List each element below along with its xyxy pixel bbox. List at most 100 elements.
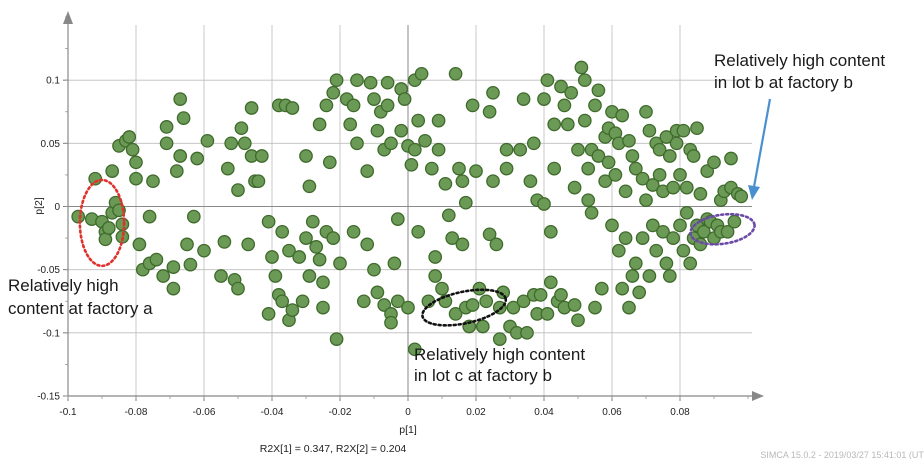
data-point xyxy=(220,161,235,176)
data-point xyxy=(645,178,660,192)
x-tick-label: -0.08 xyxy=(125,407,148,418)
data-point xyxy=(659,130,674,144)
data-point xyxy=(333,256,347,271)
data-point xyxy=(254,149,269,163)
data-point xyxy=(635,231,650,245)
data-point xyxy=(584,205,599,220)
data-point xyxy=(469,164,483,178)
ring-factory-a xyxy=(78,178,126,268)
data-point xyxy=(360,164,375,178)
data-point xyxy=(411,224,426,239)
data-point xyxy=(676,123,691,138)
data-point xyxy=(390,294,405,309)
data-point xyxy=(625,269,640,283)
data-point xyxy=(214,269,228,283)
data-point xyxy=(523,174,538,189)
data-point xyxy=(115,217,130,232)
data-point xyxy=(520,325,534,340)
data-point xyxy=(367,262,381,277)
x-tick-label: -0.1 xyxy=(59,407,77,418)
data-point xyxy=(499,161,514,176)
data-point xyxy=(683,256,698,271)
data-point xyxy=(390,212,405,226)
data-point xyxy=(554,288,568,302)
data-point xyxy=(659,256,674,271)
data-point xyxy=(234,121,249,136)
data-point xyxy=(581,193,596,208)
data-point xyxy=(261,307,276,321)
data-point xyxy=(299,231,313,245)
data-point xyxy=(237,136,252,151)
data-point xyxy=(543,275,558,290)
data-point xyxy=(574,60,589,75)
data-point xyxy=(384,315,398,330)
data-point xyxy=(615,281,630,296)
x-tick-label: 0.08 xyxy=(670,407,690,418)
data-point xyxy=(458,195,473,210)
data-point xyxy=(666,231,681,245)
data-point xyxy=(302,269,317,283)
highlight-rings xyxy=(78,178,756,327)
data-point xyxy=(404,157,419,172)
data-point xyxy=(380,75,395,90)
data-point xyxy=(302,179,317,194)
data-point xyxy=(506,300,521,315)
data-point xyxy=(367,92,381,106)
data-point xyxy=(622,133,636,148)
data-point xyxy=(577,113,592,128)
ring-lot-b xyxy=(689,212,756,246)
data-point xyxy=(557,98,572,113)
data-point xyxy=(149,252,164,267)
data-point xyxy=(734,189,749,204)
data-point xyxy=(567,180,582,195)
data-point xyxy=(669,136,684,151)
data-point xyxy=(581,161,596,176)
data-point xyxy=(200,133,215,148)
data-point xyxy=(309,240,324,254)
annotation-lot-b-line-2: in lot b at factory b xyxy=(714,73,853,92)
data-point xyxy=(428,269,443,283)
data-point xyxy=(455,174,470,189)
data-point xyxy=(465,98,480,113)
data-point xyxy=(231,281,245,296)
data-point xyxy=(350,136,364,151)
data-point xyxy=(285,101,300,115)
data-point xyxy=(482,104,497,119)
data-point xyxy=(455,237,470,252)
data-point xyxy=(418,133,432,148)
data-point xyxy=(696,224,711,239)
data-point xyxy=(384,136,398,151)
data-point xyxy=(560,117,575,132)
data-point xyxy=(322,155,337,170)
x-tick-label: 0 xyxy=(405,407,411,418)
data-point xyxy=(394,123,409,138)
data-point xyxy=(407,342,422,357)
data-point xyxy=(547,161,562,176)
data-point xyxy=(625,149,640,163)
x-axis-arrowhead xyxy=(752,391,764,401)
data-point xyxy=(543,224,558,239)
x-tick-label: 0.04 xyxy=(534,407,554,418)
data-point xyxy=(125,142,140,157)
data-point xyxy=(537,92,551,106)
software-stamp: SIMCA 15.0.2 - 2019/03/27 15:41:01 (UTC+… xyxy=(760,450,924,459)
data-point xyxy=(190,151,205,166)
data-point xyxy=(615,108,630,123)
data-point xyxy=(122,130,137,144)
data-point xyxy=(652,168,667,182)
data-point xyxy=(241,237,256,252)
data-point xyxy=(540,73,555,88)
data-point xyxy=(295,294,310,309)
data-point xyxy=(166,281,181,296)
data-point xyxy=(105,164,120,178)
data-point xyxy=(639,104,653,119)
data-point xyxy=(285,303,300,317)
data-point xyxy=(251,174,266,189)
data-point xyxy=(690,121,704,136)
data-point xyxy=(618,231,633,245)
data-point xyxy=(679,180,694,195)
data-point xyxy=(438,176,453,191)
data-point xyxy=(635,171,650,186)
x-axis-label: p[1] xyxy=(399,424,417,436)
data-point xyxy=(146,174,160,189)
